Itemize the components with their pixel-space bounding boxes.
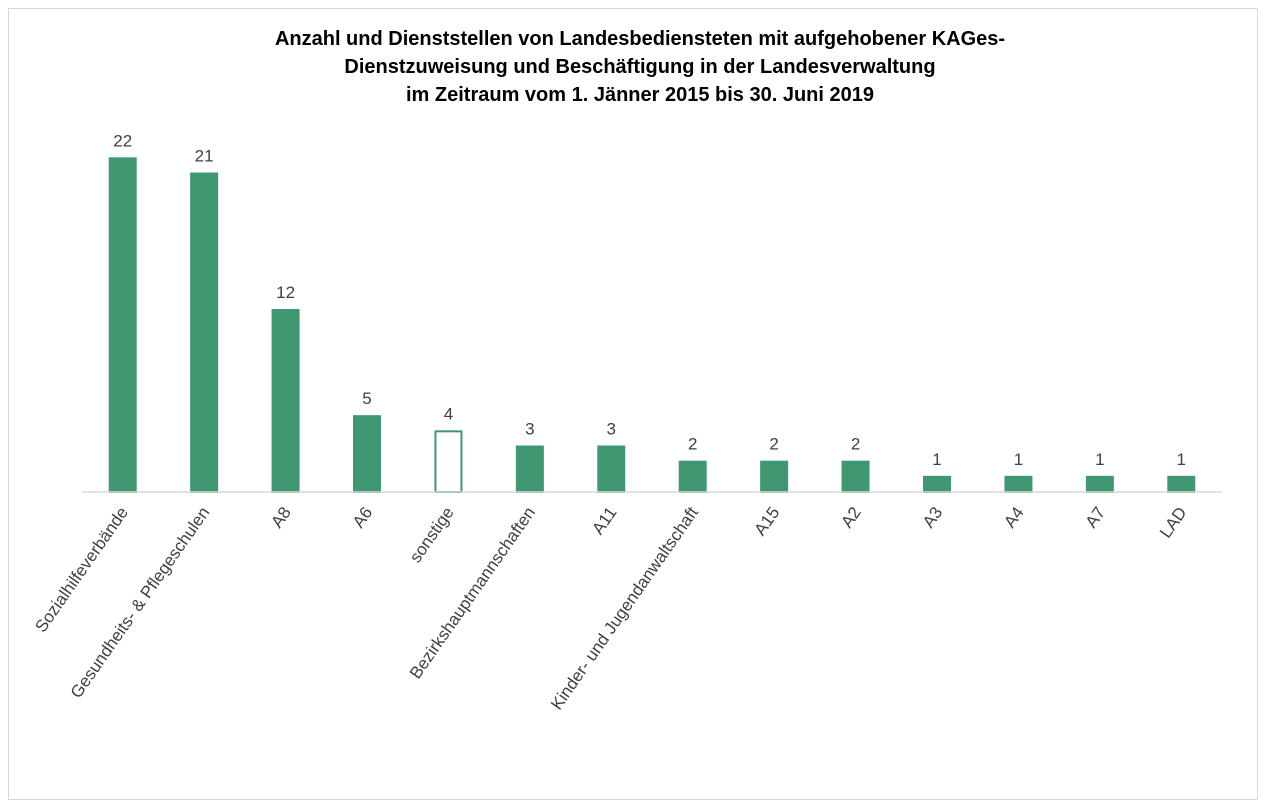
- value-label: 21: [195, 147, 214, 166]
- bar: [271, 309, 300, 493]
- value-label: 1: [1014, 450, 1023, 469]
- value-label: 12: [276, 283, 295, 302]
- bar: [1004, 475, 1033, 494]
- bar: [1167, 475, 1196, 494]
- chart-title: im Zeitraum vom 1. Jänner 2015 bis 30. J…: [406, 84, 874, 106]
- value-label: 22: [113, 131, 132, 150]
- bar: [760, 460, 789, 493]
- bar: [515, 445, 544, 493]
- bar: [1085, 475, 1114, 494]
- value-label: 3: [525, 420, 534, 439]
- value-label: 2: [688, 435, 697, 454]
- bar: [597, 445, 626, 493]
- chart-title: Dienstzuweisung und Beschäftigung in der…: [344, 56, 935, 78]
- value-label: 2: [769, 435, 778, 454]
- value-label: 4: [444, 404, 453, 423]
- value-label: 3: [607, 420, 616, 439]
- value-label: 5: [362, 389, 371, 408]
- value-label: 2: [851, 435, 860, 454]
- bar: [190, 172, 219, 493]
- bar: [678, 460, 707, 493]
- value-label: 1: [932, 450, 941, 469]
- bar: [108, 157, 137, 493]
- value-label: 1: [1095, 450, 1104, 469]
- bar: [353, 415, 381, 493]
- bar: [923, 475, 951, 494]
- bar: [434, 430, 463, 494]
- value-label: 1: [1177, 450, 1186, 469]
- bar: [841, 460, 870, 493]
- chart-title: Anzahl und Dienststellen von Landesbedie…: [275, 28, 1005, 50]
